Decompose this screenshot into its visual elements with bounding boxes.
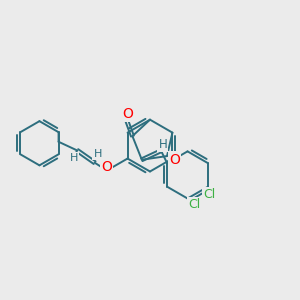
Text: O: O <box>122 107 133 121</box>
Text: H: H <box>158 138 167 151</box>
Text: O: O <box>101 160 112 174</box>
Text: Cl: Cl <box>203 188 215 202</box>
Text: Cl: Cl <box>188 199 200 212</box>
Text: H: H <box>70 153 79 163</box>
Text: H: H <box>93 149 102 159</box>
Text: O: O <box>169 153 180 166</box>
